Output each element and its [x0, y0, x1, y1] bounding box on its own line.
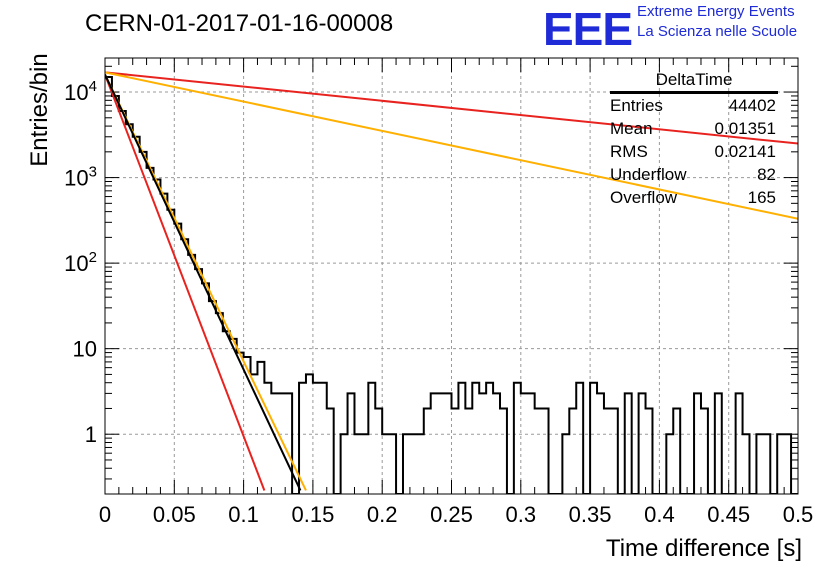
x-axis-label: Time difference [s] — [605, 535, 802, 562]
stats-label: RMS — [610, 142, 648, 161]
stats-box: DeltaTime Entries 44402 Mean 0.01351 RMS 0.… — [610, 70, 778, 209]
logo-line-1: Extreme Energy Events — [637, 3, 795, 20]
stats-row: Overflow 165 — [610, 186, 778, 209]
x-tick-label: 0.3 — [506, 502, 537, 527]
stats-name: DeltaTime — [610, 70, 778, 94]
stats-value: 82 — [757, 165, 776, 184]
stats-label: Entries — [610, 96, 663, 115]
y-tick-label: 1 — [85, 422, 97, 447]
x-tick-label: 0.5 — [783, 502, 814, 527]
stats-row: RMS 0.02141 — [610, 140, 778, 163]
y-tick-label: 104 — [64, 78, 97, 105]
stats-row: Mean 0.01351 — [610, 117, 778, 140]
stats-value: 0.01351 — [714, 119, 776, 138]
eee-logo: EEE — [543, 3, 633, 55]
stats-value: 0.02141 — [714, 142, 776, 161]
stats-row: Underflow 82 — [610, 163, 778, 186]
x-tick-label: 0.45 — [707, 502, 750, 527]
y-axis-label: Entries/bin — [26, 53, 53, 167]
x-tick-label: 0.4 — [644, 502, 675, 527]
logo-line-2: La Scienza nelle Scuole — [637, 23, 798, 40]
x-tick-label: 0.25 — [430, 502, 473, 527]
x-tick-label: 0.1 — [228, 502, 259, 527]
fit-line — [105, 74, 266, 491]
stats-row: Entries 44402 — [610, 94, 778, 117]
fit-line — [105, 71, 798, 220]
fit-line — [105, 71, 798, 145]
x-tick-label: 0.35 — [569, 502, 612, 527]
stats-label: Mean — [610, 119, 653, 138]
x-tick-label: 0.15 — [291, 502, 334, 527]
x-tick-label: 0 — [99, 502, 111, 527]
run-title: CERN-01-2017-01-16-00008 — [85, 10, 394, 37]
histogram-steps — [105, 75, 798, 494]
stats-label: Underflow — [610, 165, 687, 184]
stats-label: Overflow — [610, 188, 678, 207]
y-tick-label: 103 — [64, 164, 97, 191]
y-tick-label: 10 — [73, 337, 97, 362]
x-tick-label: 0.05 — [153, 502, 196, 527]
stats-value: 165 — [747, 188, 776, 207]
fit-line — [105, 74, 302, 491]
plot-frame — [104, 57, 799, 495]
stats-value: 44402 — [728, 96, 776, 115]
y-tick-label: 102 — [64, 249, 97, 276]
x-tick-label: 0.2 — [367, 502, 398, 527]
